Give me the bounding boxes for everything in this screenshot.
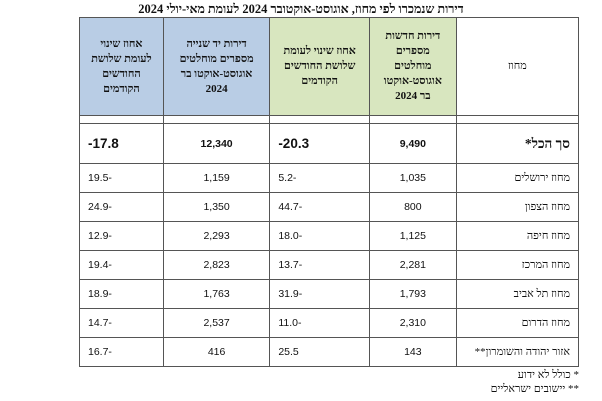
second-change: 19.4-: [79, 250, 164, 280]
new-count: 2,310: [369, 308, 457, 338]
new-count: 143: [369, 337, 457, 367]
second-count: 1,763: [162, 279, 271, 309]
footnote-unknown: * כולל לא ידוע: [517, 369, 579, 381]
table-row: מחוז תל אביב 1,793 31.9- 1,763 18.9-: [79, 279, 580, 309]
spacer-row: [79, 115, 580, 124]
table-row: מחוז חיפה 1,125 18.0- 2,293 12.9-: [79, 221, 580, 251]
second-change: 18.9-: [79, 279, 164, 309]
new-count: 2,281: [369, 250, 457, 280]
region-name: אזור יהודה והשומרון**: [455, 337, 580, 367]
header-second-change: אחוז שינוי לעומת שלושת החודשים הקודמים: [79, 17, 164, 116]
second-count: 1,159: [162, 163, 271, 193]
second-change: 19.5-: [79, 163, 164, 193]
header-new-dwellings: דירות חדשות מספרים מוחלטים אוגוסט-אוקטו …: [369, 17, 457, 116]
table-row: אזור יהודה והשומרון** 143 25.5 416 16.7-: [79, 337, 580, 367]
header-second-hand: דירות יד שנייה מספרים מוחלטים אוגוסט-אוק…: [162, 17, 271, 116]
second-count: 2,293: [162, 221, 271, 251]
table-row: מחוז הצפון 800 44.7- 1,350 24.9-: [79, 192, 580, 222]
header-row: מחוז דירות חדשות מספרים מוחלטים אוגוסט-א…: [79, 17, 580, 116]
new-count: 1,793: [369, 279, 457, 309]
region-name: מחוז הצפון: [455, 192, 580, 222]
second-change: 16.7-: [79, 337, 164, 367]
new-change: 11.0-: [269, 308, 371, 338]
total-new-change: -20.3: [269, 123, 371, 164]
header-new-change: אחוז שינוי לעומת שלושת החודשים הקודמים: [269, 17, 371, 116]
header-region: מחוז: [455, 17, 580, 116]
region-name: מחוז תל אביב: [455, 279, 580, 309]
second-count: 2,537: [162, 308, 271, 338]
second-change: 24.9-: [79, 192, 164, 222]
table-row: מחוז ירושלים 1,035 5.2- 1,159 19.5-: [79, 163, 580, 193]
second-count: 416: [162, 337, 271, 367]
table-title: דירות שנמכרו לפי מחוז, אוגוסט-אוקטובר 20…: [138, 2, 464, 16]
new-count: 1,035: [369, 163, 457, 193]
second-change: 12.9-: [79, 221, 164, 251]
table-row: מחוז המרכז 2,281 13.7- 2,823 19.4-: [79, 250, 580, 280]
new-count: 800: [369, 192, 457, 222]
new-change: 44.7-: [269, 192, 371, 222]
table-row: מחוז הדרום 2,310 11.0- 2,537 14.7-: [79, 308, 580, 338]
new-count: 1,125: [369, 221, 457, 251]
region-name: מחוז הדרום: [455, 308, 580, 338]
region-name: מחוז ירושלים: [455, 163, 580, 193]
new-change: 18.0-: [269, 221, 371, 251]
second-change: 14.7-: [79, 308, 164, 338]
sales-by-district-table: מחוז דירות חדשות מספרים מוחלטים אוגוסט-א…: [79, 17, 580, 367]
total-label: סך הכל*: [455, 123, 580, 164]
total-second-change: -17.8: [79, 123, 164, 164]
region-name: מחוז חיפה: [455, 221, 580, 251]
new-change: 25.5: [269, 337, 371, 367]
total-new: 9,490: [369, 123, 457, 164]
total-second: 12,340: [162, 123, 271, 164]
new-change: 5.2-: [269, 163, 371, 193]
footnotes: * כולל לא ידוע ** יישובים ישראליים: [491, 368, 579, 396]
total-row: סך הכל* 9,490 -20.3 12,340 -17.8: [79, 123, 580, 164]
new-change: 13.7-: [269, 250, 371, 280]
footnote-israeli-localities: ** יישובים ישראליים: [490, 383, 579, 395]
second-count: 1,350: [162, 192, 271, 222]
region-name: מחוז המרכז: [455, 250, 580, 280]
new-change: 31.9-: [269, 279, 371, 309]
second-count: 2,823: [162, 250, 271, 280]
